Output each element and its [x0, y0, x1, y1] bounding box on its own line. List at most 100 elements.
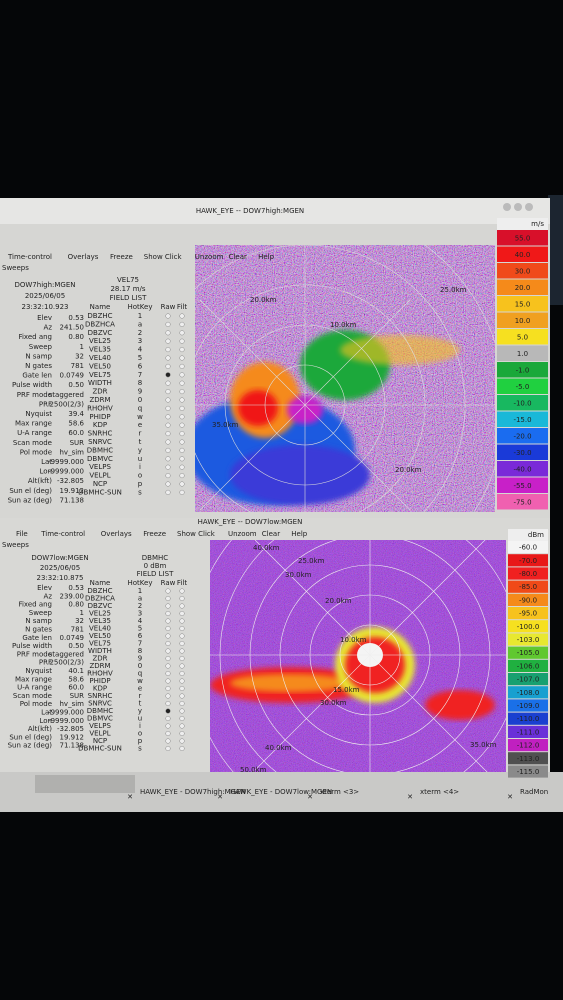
raw-radio[interactable] [165, 723, 171, 729]
field-row-name[interactable]: VEL35 [89, 346, 111, 354]
field-row-name[interactable]: DBZHC [87, 587, 112, 595]
raw-radio[interactable] [165, 708, 171, 714]
filt-radio[interactable] [179, 489, 185, 495]
raw-radio[interactable] [165, 700, 171, 707]
window-button[interactable] [503, 203, 511, 211]
field-row-name[interactable]: RHOHV [87, 404, 113, 412]
raw-radio[interactable] [165, 610, 171, 617]
field-row-name[interactable]: VEL40 [89, 354, 111, 362]
field-row-name[interactable]: SNRHC [88, 430, 113, 438]
menu-item[interactable]: Clear [229, 253, 247, 261]
filt-radio[interactable] [179, 640, 185, 647]
filt-radio[interactable] [179, 405, 185, 411]
field-row-name[interactable]: VEL75 [89, 371, 111, 379]
field-row-name[interactable]: ZDR [92, 655, 107, 663]
raw-radio[interactable] [165, 422, 171, 428]
filt-radio[interactable] [179, 414, 185, 420]
filt-radio[interactable] [179, 431, 185, 437]
field-row-name[interactable]: DBZVC [88, 602, 113, 610]
menu-item[interactable]: Freeze [143, 530, 166, 538]
raw-radio[interactable] [165, 347, 171, 353]
raw-radio[interactable] [165, 464, 171, 470]
raw-radio[interactable] [165, 431, 171, 437]
raw-radio[interactable] [165, 313, 171, 319]
filt-radio[interactable] [179, 610, 185, 617]
menu-item[interactable]: Time-control [7, 253, 52, 261]
raw-radio[interactable] [165, 439, 171, 445]
filt-radio[interactable] [179, 723, 185, 729]
field-row-name[interactable]: KDP [93, 685, 107, 693]
raw-radio[interactable] [165, 625, 171, 632]
filt-radio[interactable] [179, 389, 185, 395]
filt-radio[interactable] [179, 321, 185, 327]
filt-radio[interactable] [179, 397, 185, 403]
field-row-name[interactable]: ZDRM [89, 662, 110, 670]
raw-radio[interactable] [165, 633, 171, 639]
field-row-name[interactable]: WIDTH [88, 379, 112, 387]
field-row-name[interactable]: DBMVC [87, 715, 113, 723]
raw-radio[interactable] [165, 397, 171, 403]
filt-radio[interactable] [179, 708, 185, 714]
filt-radio[interactable] [179, 439, 185, 445]
filt-radio[interactable] [179, 473, 185, 479]
raw-radio[interactable] [165, 693, 171, 699]
field-row-name[interactable]: DBMVC [87, 455, 113, 463]
field-row-name[interactable]: DBZVC [88, 329, 113, 337]
filt-radio[interactable] [179, 456, 185, 462]
filt-radio[interactable] [179, 648, 185, 654]
filt-radio[interactable] [179, 655, 185, 662]
field-row-name[interactable]: DBZHCA [85, 320, 115, 328]
field-row-name[interactable]: DBMHC-SUN [78, 488, 122, 496]
filt-radio[interactable] [179, 447, 185, 453]
menu-item[interactable]: Help [258, 253, 275, 261]
menu-item[interactable]: Unzoom [195, 253, 224, 261]
raw-radio[interactable] [165, 745, 171, 752]
filt-radio[interactable] [179, 738, 185, 744]
filt-radio[interactable] [179, 330, 185, 336]
raw-radio[interactable] [165, 648, 171, 654]
menu-item[interactable]: Overlays [101, 530, 132, 538]
filt-radio[interactable] [179, 603, 185, 609]
menu-item[interactable]: Show Click [177, 530, 216, 538]
raw-radio[interactable] [165, 738, 171, 744]
field-row-name[interactable]: NCP [93, 737, 107, 745]
field-row-name[interactable]: ZDRM [89, 396, 110, 404]
field-row-name[interactable]: VEL25 [89, 610, 111, 618]
menu-item[interactable]: Unzoom [228, 530, 257, 538]
raw-radio[interactable] [165, 447, 171, 453]
raw-radio[interactable] [165, 338, 171, 344]
menu-item[interactable]: Help [291, 530, 308, 538]
raw-radio[interactable] [165, 473, 171, 479]
raw-radio[interactable] [165, 481, 171, 487]
menu-item[interactable]: Overlays [68, 253, 99, 261]
field-row-name[interactable]: VEL35 [89, 617, 111, 625]
filt-radio[interactable] [179, 338, 185, 344]
field-row-name[interactable]: SNRVC [88, 700, 112, 708]
filt-radio[interactable] [179, 618, 185, 624]
raw-radio[interactable] [165, 389, 171, 395]
filt-radio[interactable] [179, 347, 185, 353]
field-row-name[interactable]: DBZHC [87, 312, 112, 320]
field-row-name[interactable]: VEL50 [89, 632, 111, 640]
field-row-name[interactable]: DBZHCA [85, 595, 115, 603]
field-row-name[interactable]: PHIDP [89, 677, 110, 685]
filt-radio[interactable] [179, 663, 185, 669]
field-row-name[interactable]: VELPS [89, 722, 111, 730]
field-row-name[interactable]: SNRVC [88, 438, 112, 446]
field-row-name[interactable]: RHOHV [87, 670, 113, 678]
field-row-name[interactable]: VELPS [89, 463, 111, 471]
menu-item[interactable]: Show Click [144, 253, 183, 261]
field-row-name[interactable]: DBMHC [87, 707, 113, 715]
filt-radio[interactable] [179, 595, 185, 602]
filt-radio[interactable] [179, 625, 185, 632]
raw-radio[interactable] [165, 618, 171, 624]
field-row-name[interactable]: DBMHC-SUN [78, 745, 122, 753]
field-row-name[interactable]: SNRHC [88, 692, 113, 700]
filt-radio[interactable] [179, 313, 185, 319]
field-row-name[interactable]: ZDR [92, 388, 107, 396]
field-row-name[interactable]: VELPL [89, 472, 110, 480]
raw-radio[interactable] [165, 588, 171, 594]
field-row-name[interactable]: VEL50 [89, 362, 111, 370]
raw-radio[interactable] [165, 640, 171, 647]
filt-radio[interactable] [179, 685, 185, 692]
